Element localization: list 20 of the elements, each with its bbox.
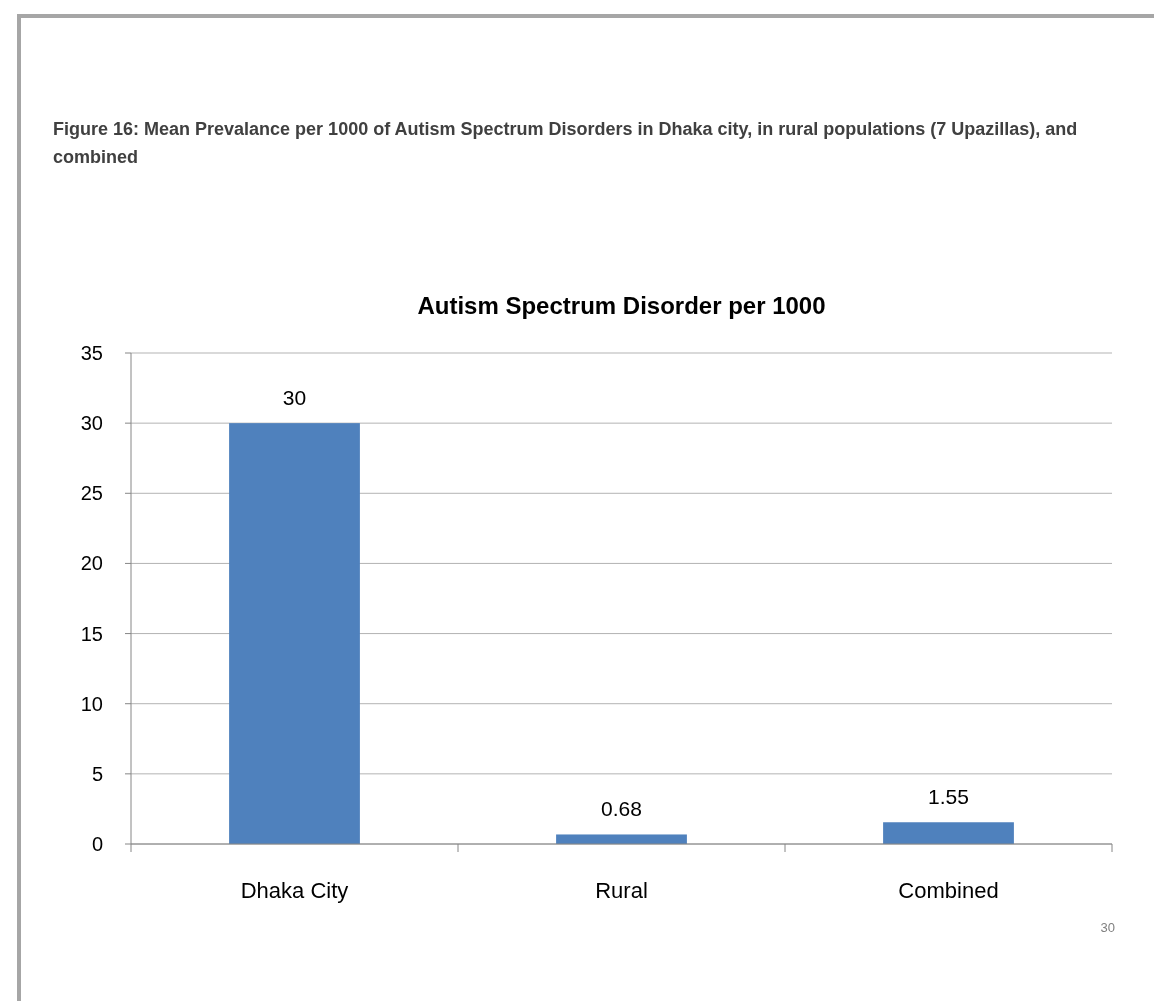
data-label: 30 — [282, 386, 307, 410]
y-tick-label: 30 — [80, 412, 103, 435]
data-label: 1.55 — [928, 785, 969, 809]
x-tick-label: Rural — [595, 878, 648, 903]
y-tick-label: 5 — [91, 762, 103, 785]
x-tick-label: Combined — [898, 878, 999, 903]
y-tick-label: 15 — [80, 622, 103, 645]
y-tick-label: 0 — [91, 833, 103, 855]
y-tick-label: 25 — [80, 482, 103, 505]
chart-title: Figure 16: Mean Prevalance per 1000 of Autism Spectrum Disorders in Dhaka city, in rural populations (7 Upazillas), and combined — [53, 119, 1078, 167]
y-tick-label: 10 — [80, 692, 103, 715]
data-label: 0.68 — [601, 797, 642, 821]
chart-subtitle: Autism Spectrum Disorder per 1000 — [417, 292, 826, 319]
x-tick-label: Dhaka City — [240, 878, 349, 903]
bar — [229, 423, 360, 844]
bar — [883, 822, 1014, 844]
y-tick-label: 20 — [80, 552, 103, 575]
text: 30 — [1100, 920, 1115, 935]
y-tick-label: 35 — [80, 342, 103, 364]
bar — [556, 834, 687, 844]
